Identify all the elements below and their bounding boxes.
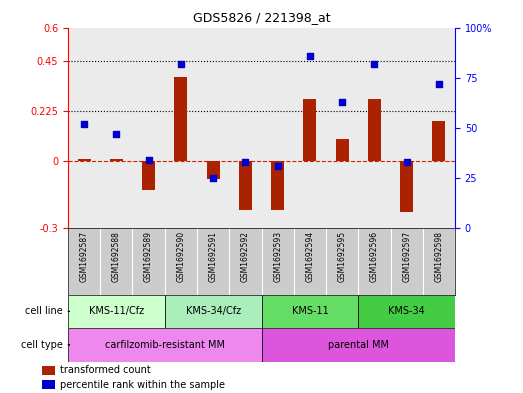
Bar <box>68 295 165 328</box>
Text: GSM1692598: GSM1692598 <box>435 231 444 282</box>
Text: GSM1692593: GSM1692593 <box>273 231 282 283</box>
Point <box>305 52 314 59</box>
Bar <box>78 159 90 161</box>
Text: GSM1692594: GSM1692594 <box>305 231 314 283</box>
Bar <box>271 161 284 210</box>
Text: GSM1692595: GSM1692595 <box>338 231 347 283</box>
Text: GSM1692597: GSM1692597 <box>402 231 411 283</box>
Bar <box>175 77 187 161</box>
Text: KMS-34: KMS-34 <box>388 307 425 316</box>
Text: transformed count: transformed count <box>60 365 151 375</box>
Text: GSM1692588: GSM1692588 <box>112 231 121 282</box>
Bar <box>336 139 348 161</box>
Bar <box>142 161 155 190</box>
Point <box>80 121 88 127</box>
Text: GSM1692592: GSM1692592 <box>241 231 250 282</box>
Text: GSM1692587: GSM1692587 <box>79 231 88 282</box>
Bar <box>400 161 413 212</box>
Point <box>403 159 411 165</box>
Text: cell type: cell type <box>21 340 63 350</box>
Text: GDS5826 / 221398_at: GDS5826 / 221398_at <box>192 11 331 24</box>
Bar <box>358 295 455 328</box>
Point <box>370 61 379 67</box>
Bar <box>262 295 358 328</box>
Bar <box>368 99 381 161</box>
Text: cell line: cell line <box>25 307 63 316</box>
Point <box>435 81 443 87</box>
Bar <box>207 161 220 179</box>
Bar <box>42 365 55 375</box>
Text: carfilzomib-resistant MM: carfilzomib-resistant MM <box>105 340 225 350</box>
Text: parental MM: parental MM <box>328 340 389 350</box>
Point <box>274 163 282 169</box>
Text: GSM1692596: GSM1692596 <box>370 231 379 283</box>
Text: GSM1692591: GSM1692591 <box>209 231 218 282</box>
Bar <box>165 295 262 328</box>
Bar <box>110 159 123 161</box>
Point <box>144 157 153 163</box>
Bar <box>262 328 455 362</box>
Text: percentile rank within the sample: percentile rank within the sample <box>60 380 225 389</box>
Text: GSM1692589: GSM1692589 <box>144 231 153 282</box>
Bar <box>303 99 316 161</box>
Bar <box>42 380 55 389</box>
Bar <box>433 121 445 161</box>
Point <box>241 159 249 165</box>
Point <box>338 99 346 105</box>
Text: KMS-11/Cfz: KMS-11/Cfz <box>89 307 144 316</box>
Text: KMS-11: KMS-11 <box>291 307 328 316</box>
Point <box>112 130 120 137</box>
Text: GSM1692590: GSM1692590 <box>176 231 185 283</box>
Point <box>209 174 218 181</box>
Text: KMS-34/Cfz: KMS-34/Cfz <box>186 307 241 316</box>
Point <box>177 61 185 67</box>
Bar <box>68 328 262 362</box>
Bar <box>239 161 252 210</box>
